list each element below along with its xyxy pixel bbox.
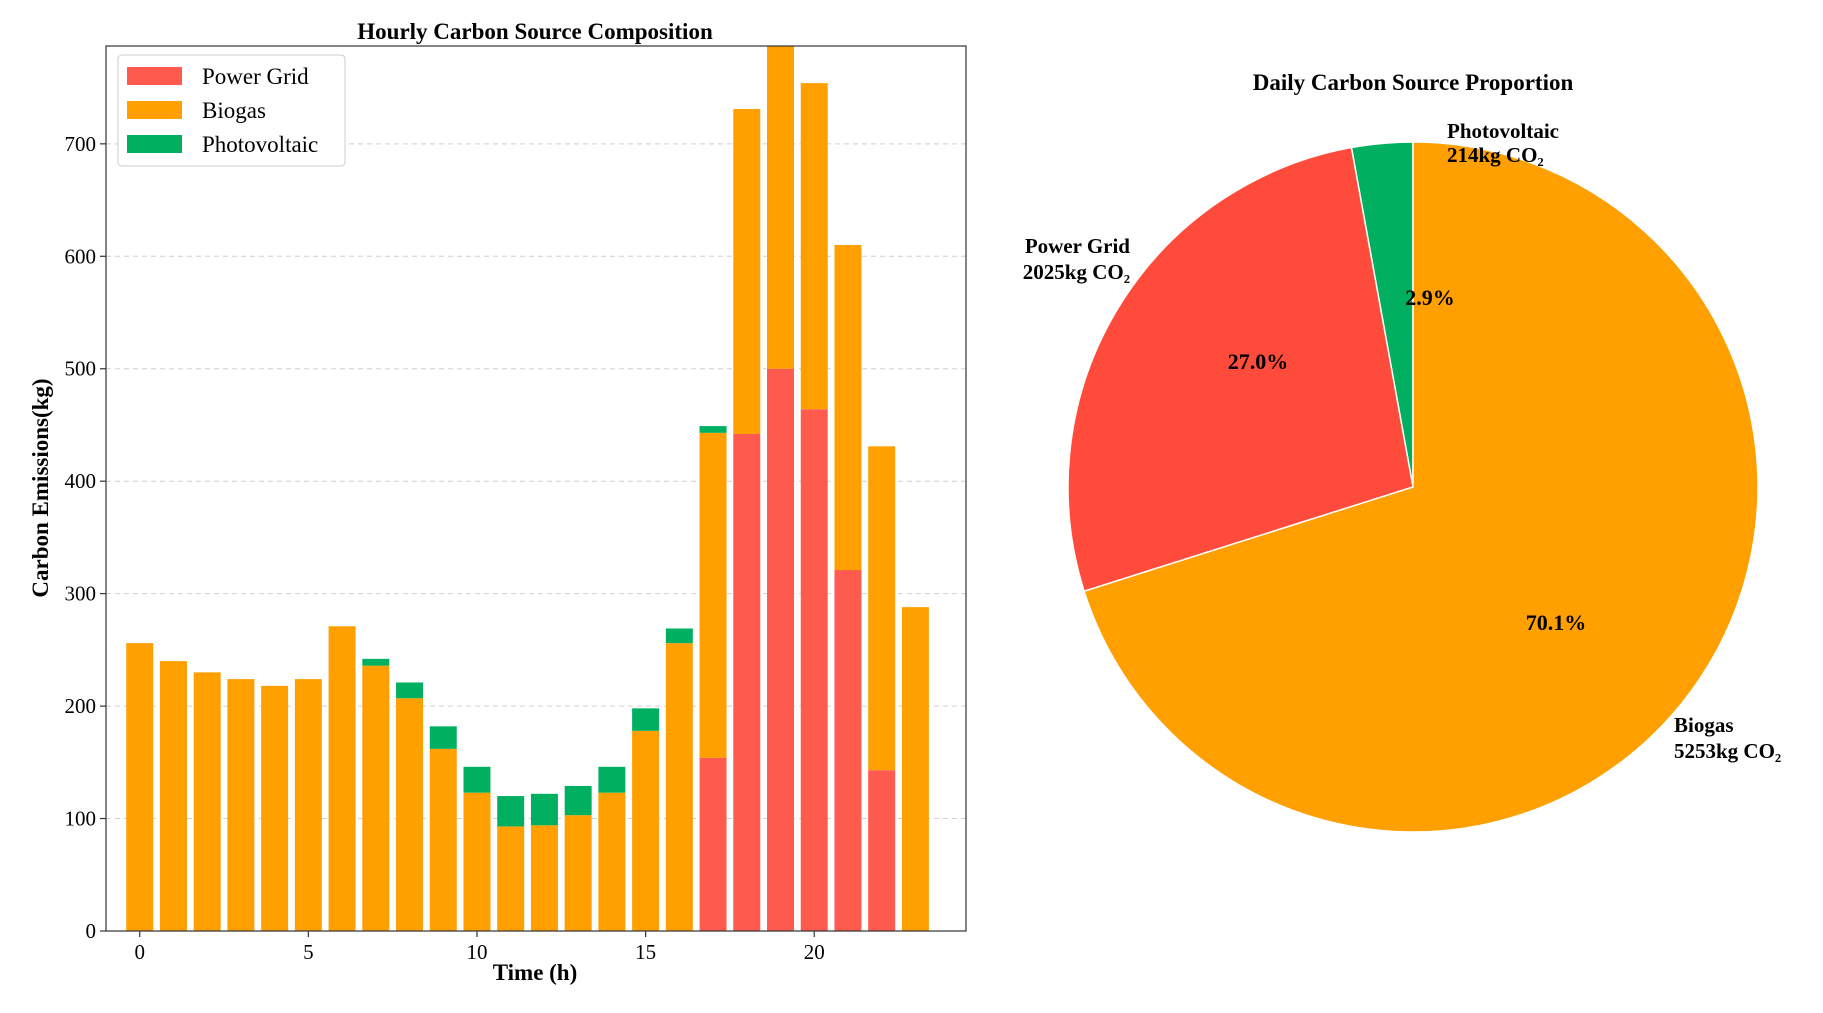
bar-power-grid-22	[868, 770, 896, 931]
bars	[126, 46, 929, 932]
legend-label-power-grid: Power Grid	[202, 64, 309, 89]
bar-photovoltaic-12	[530, 793, 558, 826]
bar-photovoltaic-11	[497, 796, 525, 827]
bar-biogas-22	[868, 446, 896, 771]
bar-photovoltaic-8	[396, 682, 424, 699]
bar-biogas-6	[328, 626, 356, 931]
y-axis-ticks: 0 100 200 300 400 500 600 700	[65, 132, 106, 943]
percent-label-power-grid: 27.0%	[1228, 349, 1289, 374]
bar-biogas-18	[733, 108, 761, 434]
bar-biogas-9	[429, 748, 457, 931]
legend-label-photovoltaic: Photovoltaic	[202, 132, 318, 157]
x-tick-label: 0	[134, 940, 145, 964]
bar-chart: Hourly Carbon Source Composition 0100200…	[28, 19, 967, 985]
slice-amount-biogas: 5253kg CO₂	[1674, 739, 1781, 763]
slice-amount-power-grid: 2025kg CO₂	[1023, 260, 1130, 284]
bar-biogas-8	[396, 698, 424, 931]
legend-swatch-power-grid	[127, 67, 182, 85]
bar-power-grid-20	[800, 409, 828, 932]
legend: Power Grid Biogas Photovoltaic	[117, 54, 346, 167]
y-tick-label: 400	[65, 469, 97, 493]
bar-biogas-0	[126, 643, 154, 931]
bar-chart-title: Hourly Carbon Source Composition	[357, 19, 713, 44]
bar-photovoltaic-17	[699, 426, 727, 433]
bar-biogas-2	[193, 672, 221, 931]
bar-biogas-15	[632, 730, 660, 931]
bar-photovoltaic-15	[632, 708, 660, 731]
bar-photovoltaic-16	[665, 628, 693, 644]
bar-biogas-7	[362, 665, 390, 931]
slice-label-photovoltaic: Photovoltaic	[1447, 119, 1559, 143]
bar-biogas-17	[699, 432, 727, 758]
bar-biogas-12	[530, 825, 558, 931]
bar-power-grid-17	[699, 757, 727, 931]
bar-biogas-13	[564, 815, 592, 931]
pie-chart: Daily Carbon Source Proportion 2.9% 27.0…	[1023, 70, 1781, 833]
y-tick-label: 500	[65, 357, 97, 381]
plot-frame	[105, 45, 967, 932]
y-axis-label: Carbon Emissions(kg)	[28, 378, 53, 597]
y-tick-label: 700	[65, 132, 97, 156]
x-tick-label: 5	[303, 940, 314, 964]
slice-label-biogas: Biogas	[1674, 713, 1734, 737]
bar-biogas-1	[159, 661, 187, 931]
bar-photovoltaic-13	[564, 785, 592, 816]
x-tick-label: 15	[635, 940, 656, 964]
bar-biogas-21	[834, 245, 862, 571]
x-axis-ticks: 0 5 10 15 20	[134, 931, 825, 964]
percent-label-photovoltaic: 2.9%	[1405, 285, 1455, 310]
bar-biogas-16	[665, 643, 693, 931]
bar-biogas-10	[463, 792, 491, 931]
legend-label-biogas: Biogas	[202, 98, 266, 123]
pie-labels: 2.9% 27.0% 70.1% Photovoltaic 214kg CO₂ …	[1023, 119, 1781, 763]
bar-biogas-19	[767, 46, 794, 369]
pie-slice-power-grid	[1067, 146, 1414, 593]
bar-power-grid-21	[834, 570, 862, 931]
pie-slice-biogas	[1083, 141, 1759, 833]
bar-photovoltaic-10	[463, 766, 491, 793]
bar-biogas-3	[227, 679, 255, 931]
pie-slices	[1067, 141, 1759, 833]
bar-biogas-23	[901, 607, 929, 931]
slice-label-power-grid: Power Grid	[1025, 234, 1130, 258]
bar-power-grid-18	[733, 433, 761, 931]
legend-swatch-biogas	[127, 101, 182, 119]
x-axis-label: Time (h)	[493, 960, 578, 985]
bar-power-grid-19	[767, 368, 794, 931]
bar-biogas-20	[800, 83, 828, 410]
bar-biogas-5	[294, 679, 322, 931]
bar-biogas-11	[497, 826, 525, 931]
bar-photovoltaic-7	[362, 658, 390, 666]
bar-biogas-14	[598, 792, 626, 931]
slice-amount-photovoltaic: 214kg CO₂	[1447, 143, 1544, 167]
y-tick-label: 0	[86, 919, 97, 943]
pie-chart-title: Daily Carbon Source Proportion	[1253, 70, 1574, 95]
y-tick-label: 300	[65, 582, 97, 606]
bar-photovoltaic-9	[429, 726, 457, 749]
y-tick-label: 100	[65, 807, 97, 831]
legend-swatch-photovoltaic	[127, 135, 182, 153]
percent-label-biogas: 70.1%	[1526, 610, 1587, 635]
y-tick-label: 200	[65, 694, 97, 718]
bar-photovoltaic-14	[598, 766, 626, 793]
x-tick-label: 10	[466, 940, 487, 964]
y-tick-label: 600	[65, 244, 97, 268]
bar-biogas-4	[261, 685, 289, 931]
x-tick-label: 20	[804, 940, 825, 964]
